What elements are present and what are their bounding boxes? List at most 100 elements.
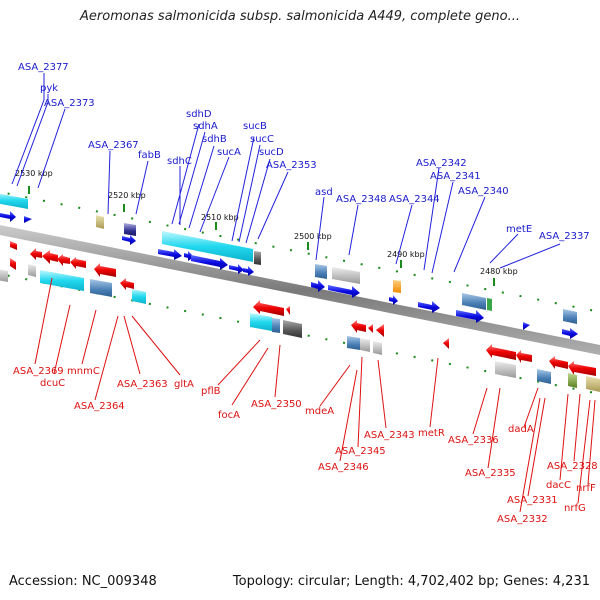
kbp-tick-mark <box>493 278 495 286</box>
reverse-gene-arrow <box>376 324 384 337</box>
gene-block <box>462 293 486 310</box>
forward-leader-lines <box>11 73 561 274</box>
gene-label-metE: metE <box>506 224 532 235</box>
gene-label-ASA_2331: ASA_2331 <box>507 495 558 506</box>
forward-gene-arrow <box>24 216 32 223</box>
genome-backbone <box>0 225 600 355</box>
reverse-gene-labels: ASA_2369 dcuC mnmC ASA_2364 ASA_2363 glt… <box>13 366 598 525</box>
reverse-gene-arrow <box>57 254 70 266</box>
reverse-gene-arrow <box>42 250 58 264</box>
gene-block <box>393 280 401 293</box>
forward-gene-arrow <box>523 322 530 330</box>
reverse-gene-arrow <box>120 278 134 290</box>
forward-gene-arrow <box>229 264 244 274</box>
gene-label-ASA_2350: ASA_2350 <box>251 399 302 410</box>
gene-label-ASA_2377: ASA_2377 <box>18 62 69 73</box>
topology-text: Topology: circular; Length: 4,702,402 bp… <box>232 574 590 589</box>
gene-block <box>0 193 28 209</box>
kbp-tick-label: 2510 kbp <box>201 213 239 222</box>
gene-label-mnmC: mnmC <box>67 366 100 377</box>
forward-gene-arrow <box>418 301 440 313</box>
reverse-gene-arrow <box>70 257 86 269</box>
forward-gene-arrow <box>562 328 578 339</box>
gene-label-nrfG: nrfG <box>564 503 586 514</box>
kbp-tick-mark <box>28 186 30 194</box>
reverse-gene-arrow <box>94 263 116 277</box>
gene-label-ASA_2344: ASA_2344 <box>389 194 440 205</box>
gene-label-sucB: sucB <box>243 121 267 132</box>
kbp-tick-mark <box>123 204 125 212</box>
gene-label-gltA: gltA <box>174 379 194 390</box>
gene-block <box>315 264 327 279</box>
reverse-gene-arrow <box>486 344 516 360</box>
forward-gene-arrow <box>122 235 136 245</box>
gene-label-ASA_2348: ASA_2348 <box>336 194 387 205</box>
reverse-gene-arrow <box>516 350 532 363</box>
reverse-gene-arrow <box>368 324 373 333</box>
gene-label-nrfF: nrfF <box>576 483 596 494</box>
gene-label-ASA_2341: ASA_2341 <box>430 171 481 182</box>
reverse-gene-arrow <box>549 356 568 369</box>
forward-arrows <box>0 211 578 339</box>
gene-label-sucC: sucC <box>250 134 274 145</box>
gene-block <box>537 369 551 384</box>
gene-label-focA: focA <box>218 410 240 421</box>
gene-block <box>28 264 36 277</box>
map-title: Aeromonas salmonicida subsp. salmonicida… <box>80 9 520 24</box>
gene-block <box>124 223 136 236</box>
forward-gene-arrow <box>158 249 182 260</box>
gene-label-ASA_2343: ASA_2343 <box>364 430 415 441</box>
gene-label-sdhC: sdhC <box>167 156 192 167</box>
kbp-tick-label: 2520 kbp <box>108 191 146 200</box>
gene-label-sucD: sucD <box>259 147 284 158</box>
gene-label-ASA_2373: ASA_2373 <box>44 98 95 109</box>
gene-block <box>0 269 8 282</box>
gene-block <box>272 318 280 333</box>
gene-label-ASA_2345: ASA_2345 <box>335 446 386 457</box>
gene-label-dcuC: dcuC <box>40 378 65 389</box>
kbp-tick-labels: 2530 kbp 2520 kbp 2510 kbp 2500 kbp 2490… <box>15 169 518 286</box>
forward-gene-arrow <box>456 310 484 323</box>
forward-gene-arrow <box>328 285 360 298</box>
gene-block <box>162 231 253 262</box>
reverse-arrows <box>10 241 596 376</box>
gene-label-sucA: sucA <box>217 147 241 158</box>
gene-block <box>347 336 360 350</box>
reverse-gene-arrow <box>443 338 449 349</box>
gene-label-dadA: dadA <box>508 424 534 435</box>
gene-label-sdhA: sdhA <box>193 121 218 132</box>
reverse-gene-arrow <box>10 241 17 250</box>
gene-block <box>586 376 600 392</box>
gene-block <box>250 313 272 331</box>
reverse-gene-arrow <box>10 258 16 270</box>
gene-label-ASA_2353: ASA_2353 <box>266 160 317 171</box>
kbp-tick-mark <box>307 242 309 250</box>
kbp-tick-label: 2490 kbp <box>387 250 425 259</box>
gene-label-fabB: fabB <box>138 150 161 161</box>
gene-block <box>487 298 492 311</box>
gene-label-ASA_2328: ASA_2328 <box>547 461 598 472</box>
gene-block <box>40 270 84 291</box>
gene-block <box>132 289 146 304</box>
gene-label-pflB: pflB <box>201 386 221 397</box>
forward-blocks <box>0 193 577 324</box>
gene-label-mdeA: mdeA <box>305 406 334 417</box>
forward-gene-arrow <box>311 280 325 292</box>
gene-label-ASA_2342: ASA_2342 <box>416 158 467 169</box>
forward-gene-arrow <box>0 211 16 222</box>
gene-label-ASA_2332: ASA_2332 <box>497 514 548 525</box>
gene-label-ASA_2335: ASA_2335 <box>465 468 516 479</box>
reverse-gene-arrow <box>253 300 284 316</box>
gene-block <box>283 320 302 338</box>
kbp-tick-mark <box>215 222 217 230</box>
forward-gene-labels: ASA_2377 pyk ASA_2373 ASA_2367 fabB sdhD… <box>18 62 590 242</box>
forward-gene-arrow <box>389 295 398 305</box>
gene-label-ASA_2367: ASA_2367 <box>88 140 139 151</box>
gene-label-ASA_2369: ASA_2369 <box>13 366 64 377</box>
gene-label-ASA_2364: ASA_2364 <box>74 401 125 412</box>
gene-label-sdhD: sdhD <box>186 109 212 120</box>
gene-block <box>332 267 360 284</box>
gene-label-metR: metR <box>418 428 445 439</box>
